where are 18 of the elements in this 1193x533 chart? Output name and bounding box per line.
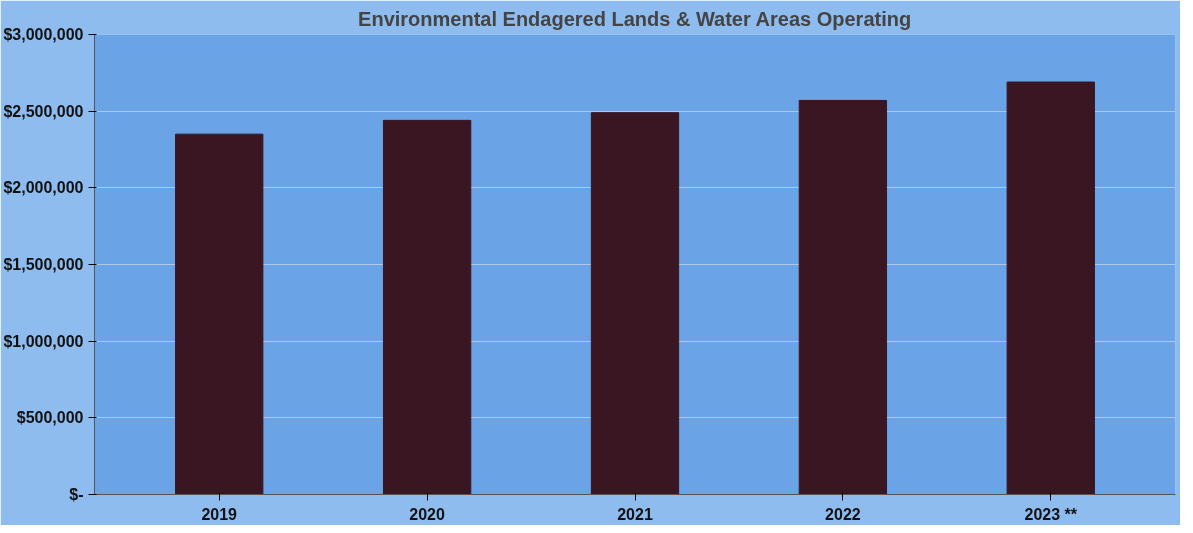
y-tick-label: $500,000 xyxy=(16,409,84,427)
x-tick-label: 2019 xyxy=(201,505,238,523)
x-tick-label: 2022 xyxy=(825,505,861,523)
x-tick-label: 2020 xyxy=(409,505,446,523)
y-tick-label: $1,000,000 xyxy=(3,332,84,350)
y-tick-label: $- xyxy=(69,486,84,503)
bar xyxy=(590,112,680,495)
x-tick-label: 2021 xyxy=(617,505,653,523)
bar xyxy=(382,119,472,495)
bar xyxy=(798,99,888,495)
chart-title: Environmental Endagered Lands & Water Areas Operating xyxy=(358,7,912,30)
y-tick-label: $2,000,000 xyxy=(3,179,84,197)
bar xyxy=(175,133,264,495)
x-tick-label: 2023 ** xyxy=(1024,505,1078,523)
bar xyxy=(1006,81,1095,495)
y-tick-label: $2,500,000 xyxy=(3,102,84,120)
y-tick-label: $1,500,000 xyxy=(3,256,84,273)
y-tick-label: $3,000,000 xyxy=(3,26,84,43)
